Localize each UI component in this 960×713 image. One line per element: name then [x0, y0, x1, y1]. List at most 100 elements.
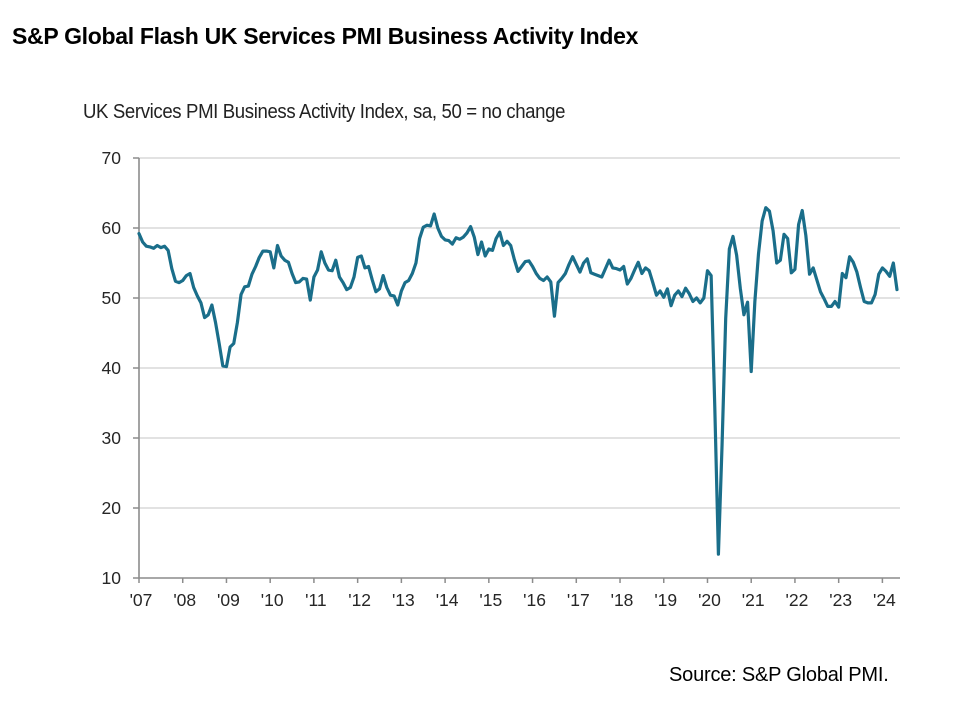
data-point [418, 237, 420, 239]
data-point [670, 305, 672, 307]
data-point [510, 244, 512, 246]
data-point [218, 342, 220, 344]
data-point [735, 254, 737, 256]
data-point [178, 281, 180, 283]
data-point [466, 232, 468, 234]
data-point [619, 269, 621, 271]
data-point [794, 268, 796, 270]
data-point [207, 314, 209, 316]
data-point [284, 259, 286, 261]
data-point [455, 237, 457, 239]
x-tick-label: '10 [261, 590, 284, 610]
data-point [597, 274, 599, 276]
data-point [856, 271, 858, 273]
data-point [867, 302, 869, 304]
data-point [448, 239, 450, 241]
data-point [845, 277, 847, 279]
data-point [717, 553, 719, 555]
data-point [630, 277, 632, 279]
data-point [247, 285, 249, 287]
data-point [353, 276, 355, 278]
data-point [692, 300, 694, 302]
data-point [480, 241, 482, 243]
data-point [167, 249, 169, 251]
data-point [145, 245, 147, 247]
series-group [137, 206, 899, 556]
data-point [411, 272, 413, 274]
data-point [469, 225, 471, 227]
data-point [222, 365, 224, 367]
y-tick-label: 70 [102, 148, 122, 168]
data-point [458, 238, 460, 240]
data-point [743, 314, 745, 316]
data-point [225, 365, 227, 367]
data-point [163, 245, 165, 247]
data-point [349, 286, 351, 288]
data-point [710, 274, 712, 276]
x-tick-label: '21 [742, 590, 765, 610]
data-point [553, 315, 555, 317]
data-point [688, 293, 690, 295]
data-point [335, 259, 337, 261]
x-tick-label: '18 [611, 590, 634, 610]
y-tick-label: 20 [102, 498, 122, 518]
data-point [765, 207, 767, 209]
data-point [305, 278, 307, 280]
x-tick-label: '09 [217, 590, 240, 610]
data-point [211, 304, 213, 306]
data-point [754, 300, 756, 302]
data-point [258, 256, 260, 258]
data-point [280, 255, 282, 257]
data-point [568, 263, 570, 265]
data-point [331, 270, 333, 272]
data-point [615, 267, 617, 269]
data-point [309, 299, 311, 301]
data-point [779, 259, 781, 261]
data-point [174, 280, 176, 282]
data-point [327, 269, 329, 271]
data-point [633, 269, 635, 271]
data-point [539, 277, 541, 279]
y-tick-label: 50 [102, 288, 122, 308]
data-point [841, 272, 843, 274]
data-point [571, 256, 573, 258]
data-point [229, 346, 231, 348]
x-tick-label: '19 [654, 590, 677, 610]
y-tick-label: 30 [102, 428, 122, 448]
y-axis-ticks: 10 20 30 40 50 60 70 [102, 148, 139, 588]
x-tick-label: '24 [873, 590, 896, 610]
x-tick-label: '13 [392, 590, 415, 610]
data-point [557, 281, 559, 283]
data-point [888, 275, 890, 277]
data-point [437, 227, 439, 229]
data-point [590, 272, 592, 274]
data-point [604, 267, 606, 269]
data-point [535, 272, 537, 274]
data-point [666, 288, 668, 290]
data-point [313, 276, 315, 278]
data-point [287, 261, 289, 263]
data-point [542, 279, 544, 281]
data-point [276, 244, 278, 246]
data-point [149, 246, 151, 248]
data-point [298, 281, 300, 283]
data-point [386, 286, 388, 288]
data-point [681, 295, 683, 297]
data-point [652, 281, 654, 283]
data-point [834, 300, 836, 302]
data-point [393, 295, 395, 297]
data-point [251, 273, 253, 275]
x-tick-label: '16 [523, 590, 546, 610]
data-point [546, 276, 548, 278]
data-point [156, 244, 158, 246]
data-point [433, 213, 435, 215]
data-point [885, 270, 887, 272]
chart-subtitle: UK Services PMI Business Activity Index,… [83, 101, 566, 123]
data-point [200, 302, 202, 304]
data-point [440, 235, 442, 237]
data-point [254, 265, 256, 267]
data-point [182, 279, 184, 281]
data-point [316, 269, 318, 271]
data-point [776, 262, 778, 264]
